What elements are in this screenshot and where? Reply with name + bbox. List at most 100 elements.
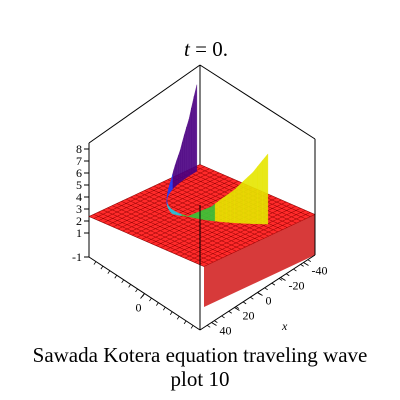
z-tick-label: 4 bbox=[76, 190, 82, 204]
wave-segment bbox=[193, 84, 198, 174]
wave-segment bbox=[188, 107, 192, 177]
x-minor-tick bbox=[264, 287, 268, 291]
x-axis: -40 -20 0 20 40 bbox=[206, 259, 328, 338]
x-tick bbox=[211, 322, 217, 326]
y-minor-tick bbox=[176, 316, 180, 320]
mesh-line bbox=[98, 211, 214, 263]
y-minor-tick bbox=[149, 297, 152, 302]
mesh-line bbox=[107, 207, 223, 259]
wave-segment bbox=[230, 189, 235, 224]
wave-segment bbox=[238, 180, 244, 224]
z-tick-label: 1 bbox=[76, 226, 82, 240]
chart-title: t = 0. bbox=[184, 37, 228, 61]
x-tick bbox=[234, 307, 240, 311]
x-minor-tick bbox=[214, 320, 218, 323]
y-minor-tick bbox=[114, 275, 118, 279]
wave-segment bbox=[176, 211, 179, 216]
wave-segment bbox=[176, 155, 179, 186]
z-tick-label: 7 bbox=[76, 154, 82, 168]
mesh-line bbox=[98, 168, 210, 221]
wave-segment bbox=[186, 119, 190, 179]
x-minor-tick bbox=[206, 324, 211, 328]
z-tick-label: 8 bbox=[76, 142, 82, 156]
y-minor-tick bbox=[93, 261, 97, 265]
x-minor-tick bbox=[250, 296, 254, 300]
mesh-line bbox=[103, 170, 215, 223]
wave-segment bbox=[257, 159, 263, 225]
y-minor-tick bbox=[190, 325, 194, 329]
x-minor-tick bbox=[257, 292, 261, 295]
wave-segment bbox=[184, 126, 187, 180]
surface-wall bbox=[204, 214, 315, 307]
wave-segment bbox=[234, 184, 240, 224]
wave-segment bbox=[195, 211, 200, 219]
wave-segment bbox=[173, 210, 175, 215]
x-tick bbox=[280, 277, 286, 281]
x-tick bbox=[303, 262, 309, 266]
wave-segment bbox=[180, 142, 183, 183]
y-minor-tick bbox=[121, 279, 125, 284]
wave-ribbon bbox=[166, 84, 269, 225]
y-minor-tick bbox=[135, 288, 138, 293]
x-minor-tick bbox=[278, 278, 283, 281]
y-minor-tick bbox=[169, 311, 173, 315]
wave-segment bbox=[247, 171, 254, 224]
z-tick-label: -1 bbox=[72, 250, 82, 264]
y-minor-tick bbox=[100, 265, 104, 270]
figure-caption-line-2: plot 10 bbox=[170, 367, 230, 391]
z-tick-label: 5 bbox=[76, 178, 82, 192]
y-minor-tick bbox=[162, 306, 166, 311]
bounding-box-back bbox=[88, 64, 316, 257]
y-minor-tick bbox=[156, 302, 159, 306]
y-tick-label: 0 bbox=[136, 301, 142, 315]
surface-plane bbox=[88, 164, 316, 307]
z-tick-label: 3 bbox=[76, 202, 82, 216]
wave-segment bbox=[252, 165, 258, 225]
y-axis: 0 bbox=[93, 261, 194, 329]
wave-segment bbox=[243, 176, 249, 224]
y-minor-tick bbox=[183, 320, 187, 325]
x-tick-label: 0 bbox=[266, 294, 272, 308]
x-minor-tick bbox=[307, 259, 312, 263]
wave-segment bbox=[214, 200, 219, 222]
z-tick-label: 6 bbox=[76, 166, 82, 180]
y-minor-tick bbox=[128, 284, 131, 288]
wave-segment bbox=[204, 207, 209, 221]
wave-segment bbox=[191, 96, 195, 175]
x-minor-tick bbox=[293, 268, 297, 272]
x-minor-tick bbox=[300, 264, 304, 267]
wave-segment bbox=[174, 210, 177, 215]
wave-segment bbox=[185, 215, 189, 217]
y-minor-tick bbox=[142, 293, 145, 297]
x-minor-tick bbox=[271, 282, 276, 286]
wave-segment bbox=[182, 134, 185, 182]
mesh-line bbox=[102, 209, 218, 261]
x-axis-label: x bbox=[281, 319, 288, 333]
x-minor-tick bbox=[228, 310, 232, 314]
wave-segment bbox=[173, 164, 176, 189]
wave-segment bbox=[201, 209, 206, 221]
figure-caption-line-1: Sawada Kotera equation traveling wave bbox=[32, 343, 368, 367]
x-minor-tick bbox=[286, 273, 290, 277]
x-tick-label: 20 bbox=[243, 309, 255, 323]
x-tick-label: -20 bbox=[289, 279, 305, 293]
x-minor-tick bbox=[242, 301, 247, 305]
wave-segment bbox=[262, 153, 269, 225]
wave-segment bbox=[207, 206, 212, 221]
wave-segment bbox=[218, 197, 223, 223]
wave-segment bbox=[175, 160, 177, 188]
mesh-line bbox=[93, 214, 209, 265]
x-minor-tick bbox=[235, 306, 240, 309]
x-tick-label: 40 bbox=[220, 324, 232, 338]
wave-segment bbox=[211, 203, 216, 222]
z-tick-label: 2 bbox=[76, 214, 82, 228]
wave-segment bbox=[178, 149, 181, 185]
wave-segment bbox=[193, 212, 197, 219]
wave-segment bbox=[222, 195, 227, 223]
y-minor-tick bbox=[107, 270, 111, 274]
wave-segment bbox=[226, 192, 231, 223]
x-tick-label: -40 bbox=[312, 264, 328, 278]
x-minor-tick bbox=[221, 315, 225, 319]
